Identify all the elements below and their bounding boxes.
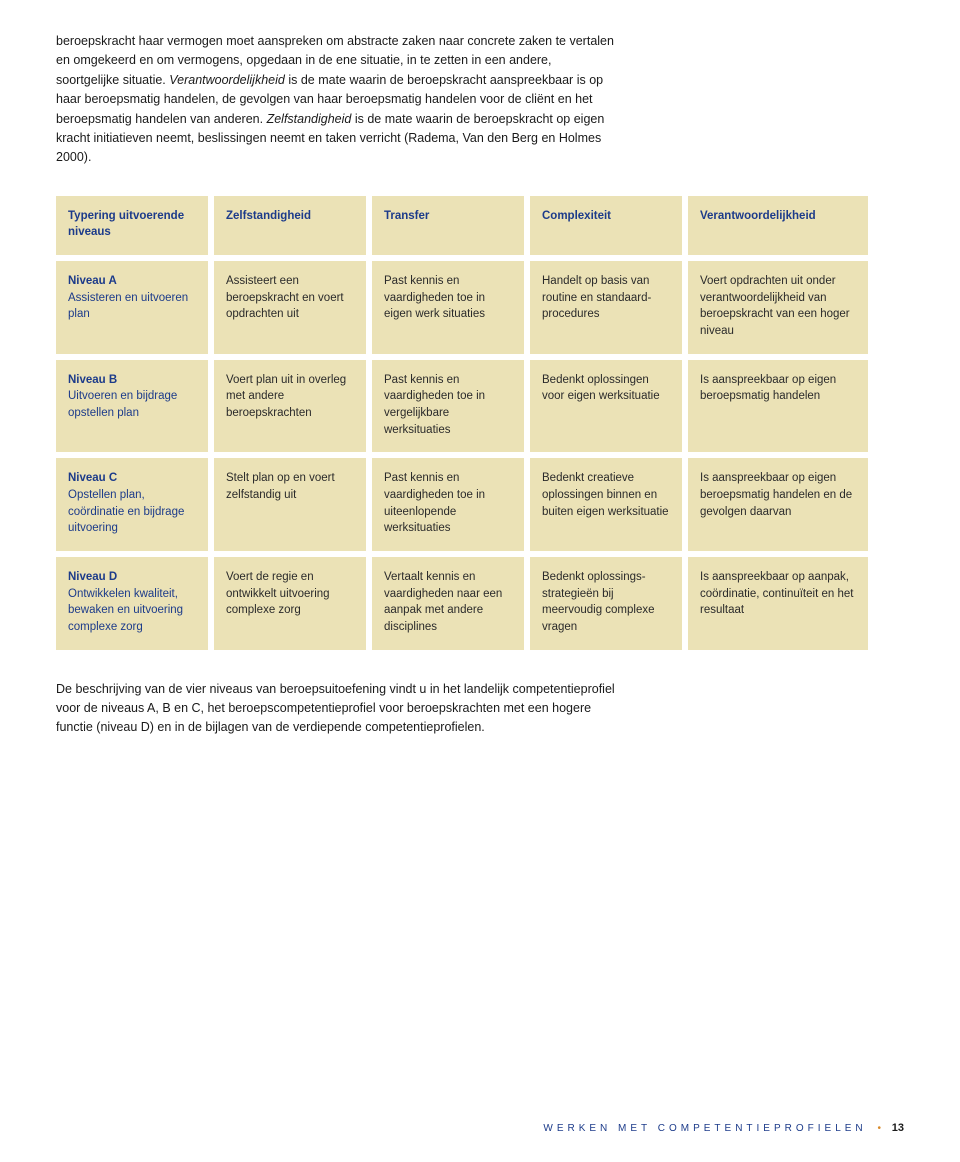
footer-bullet-icon: •: [873, 1123, 885, 1134]
intro-paragraph: beroepskracht haar vermogen moet aanspre…: [56, 32, 616, 168]
table-cell: Bedenkt oplossings­strategieën bij meerv…: [530, 557, 682, 650]
row-head-c: Niveau C Opstellen plan, coördinatie en …: [56, 458, 208, 551]
page-footer: WERKEN MET COMPETENTIEPROFIELEN • 13: [543, 1122, 904, 1134]
table-cell: Voert opdrachten uit onder verantwoordel…: [688, 261, 868, 354]
table-cell: Past kennis en vaardigheden toe in uitee…: [372, 458, 524, 551]
row-head-b: Niveau B Uitvoeren en bijdrage opstellen…: [56, 360, 208, 453]
header-transfer: Transfer: [372, 196, 524, 255]
table-cell: Past kennis en vaardigheden toe in eigen…: [372, 261, 524, 354]
table-cell: Bedenkt oplossingen voor eigen werksitua…: [530, 360, 682, 453]
row-title: Niveau B: [68, 372, 198, 389]
table-cell: Stelt plan op en voert zelfstandig uit: [214, 458, 366, 551]
header-complexiteit: Complexiteit: [530, 196, 682, 255]
table-cell: Is aanspreekbaar op aanpak, coördinatie,…: [688, 557, 868, 650]
row-title: Niveau D: [68, 569, 198, 586]
table-cell: Voert de regie en ontwikkelt uitvoering …: [214, 557, 366, 650]
table-cell: Past kennis en vaardigheden toe in verge…: [372, 360, 524, 453]
outro-paragraph: De beschrijving van de vier niveaus van …: [56, 680, 616, 738]
row-title: Niveau C: [68, 470, 198, 487]
table-cell: Is aanspreekbaar op eigen beroepsmatig h…: [688, 458, 868, 551]
row-desc: Uitvoeren en bijdrage opstellen plan: [68, 388, 198, 421]
row-desc: Opstellen plan, coördinatie en bijdrage …: [68, 487, 198, 537]
table-cell: Voert plan uit in overleg met andere ber…: [214, 360, 366, 453]
header-typering: Typering uitvoerende niveaus: [56, 196, 208, 255]
row-head-d: Niveau D Ontwikkelen kwaliteit, bewaken …: [56, 557, 208, 650]
row-desc: Assisteren en uitvoeren plan: [68, 290, 198, 323]
table-cell: Handelt op basis van routine en standaar…: [530, 261, 682, 354]
row-head-a: Niveau A Assisteren en uitvoeren plan: [56, 261, 208, 354]
row-desc: Ontwikkelen kwaliteit, bewaken en uitvoe…: [68, 586, 198, 636]
table-cell: Vertaalt kennis en vaardigheden naar een…: [372, 557, 524, 650]
table-cell: Bedenkt creatieve oplossingen binnen en …: [530, 458, 682, 551]
intro-ital-2: Zelfstandigheid: [267, 112, 352, 126]
header-zelfstandigheid: Zelfstandigheid: [214, 196, 366, 255]
header-verantwoordelijkheid: Verantwoordelijkheid: [688, 196, 868, 255]
row-title: Niveau A: [68, 273, 198, 290]
levels-table: Typering uitvoerende niveaus Zelfstandig…: [56, 196, 904, 650]
footer-page-number: 13: [892, 1122, 904, 1134]
table-cell: Is aanspreekbaar op eigen beroepsmatig h…: [688, 360, 868, 453]
intro-ital-1: Verantwoordelijkheid: [169, 73, 285, 87]
table-cell: Assisteert een beroepskracht en voert op…: [214, 261, 366, 354]
footer-title: WERKEN MET COMPETENTIEPROFIELEN: [543, 1123, 866, 1134]
